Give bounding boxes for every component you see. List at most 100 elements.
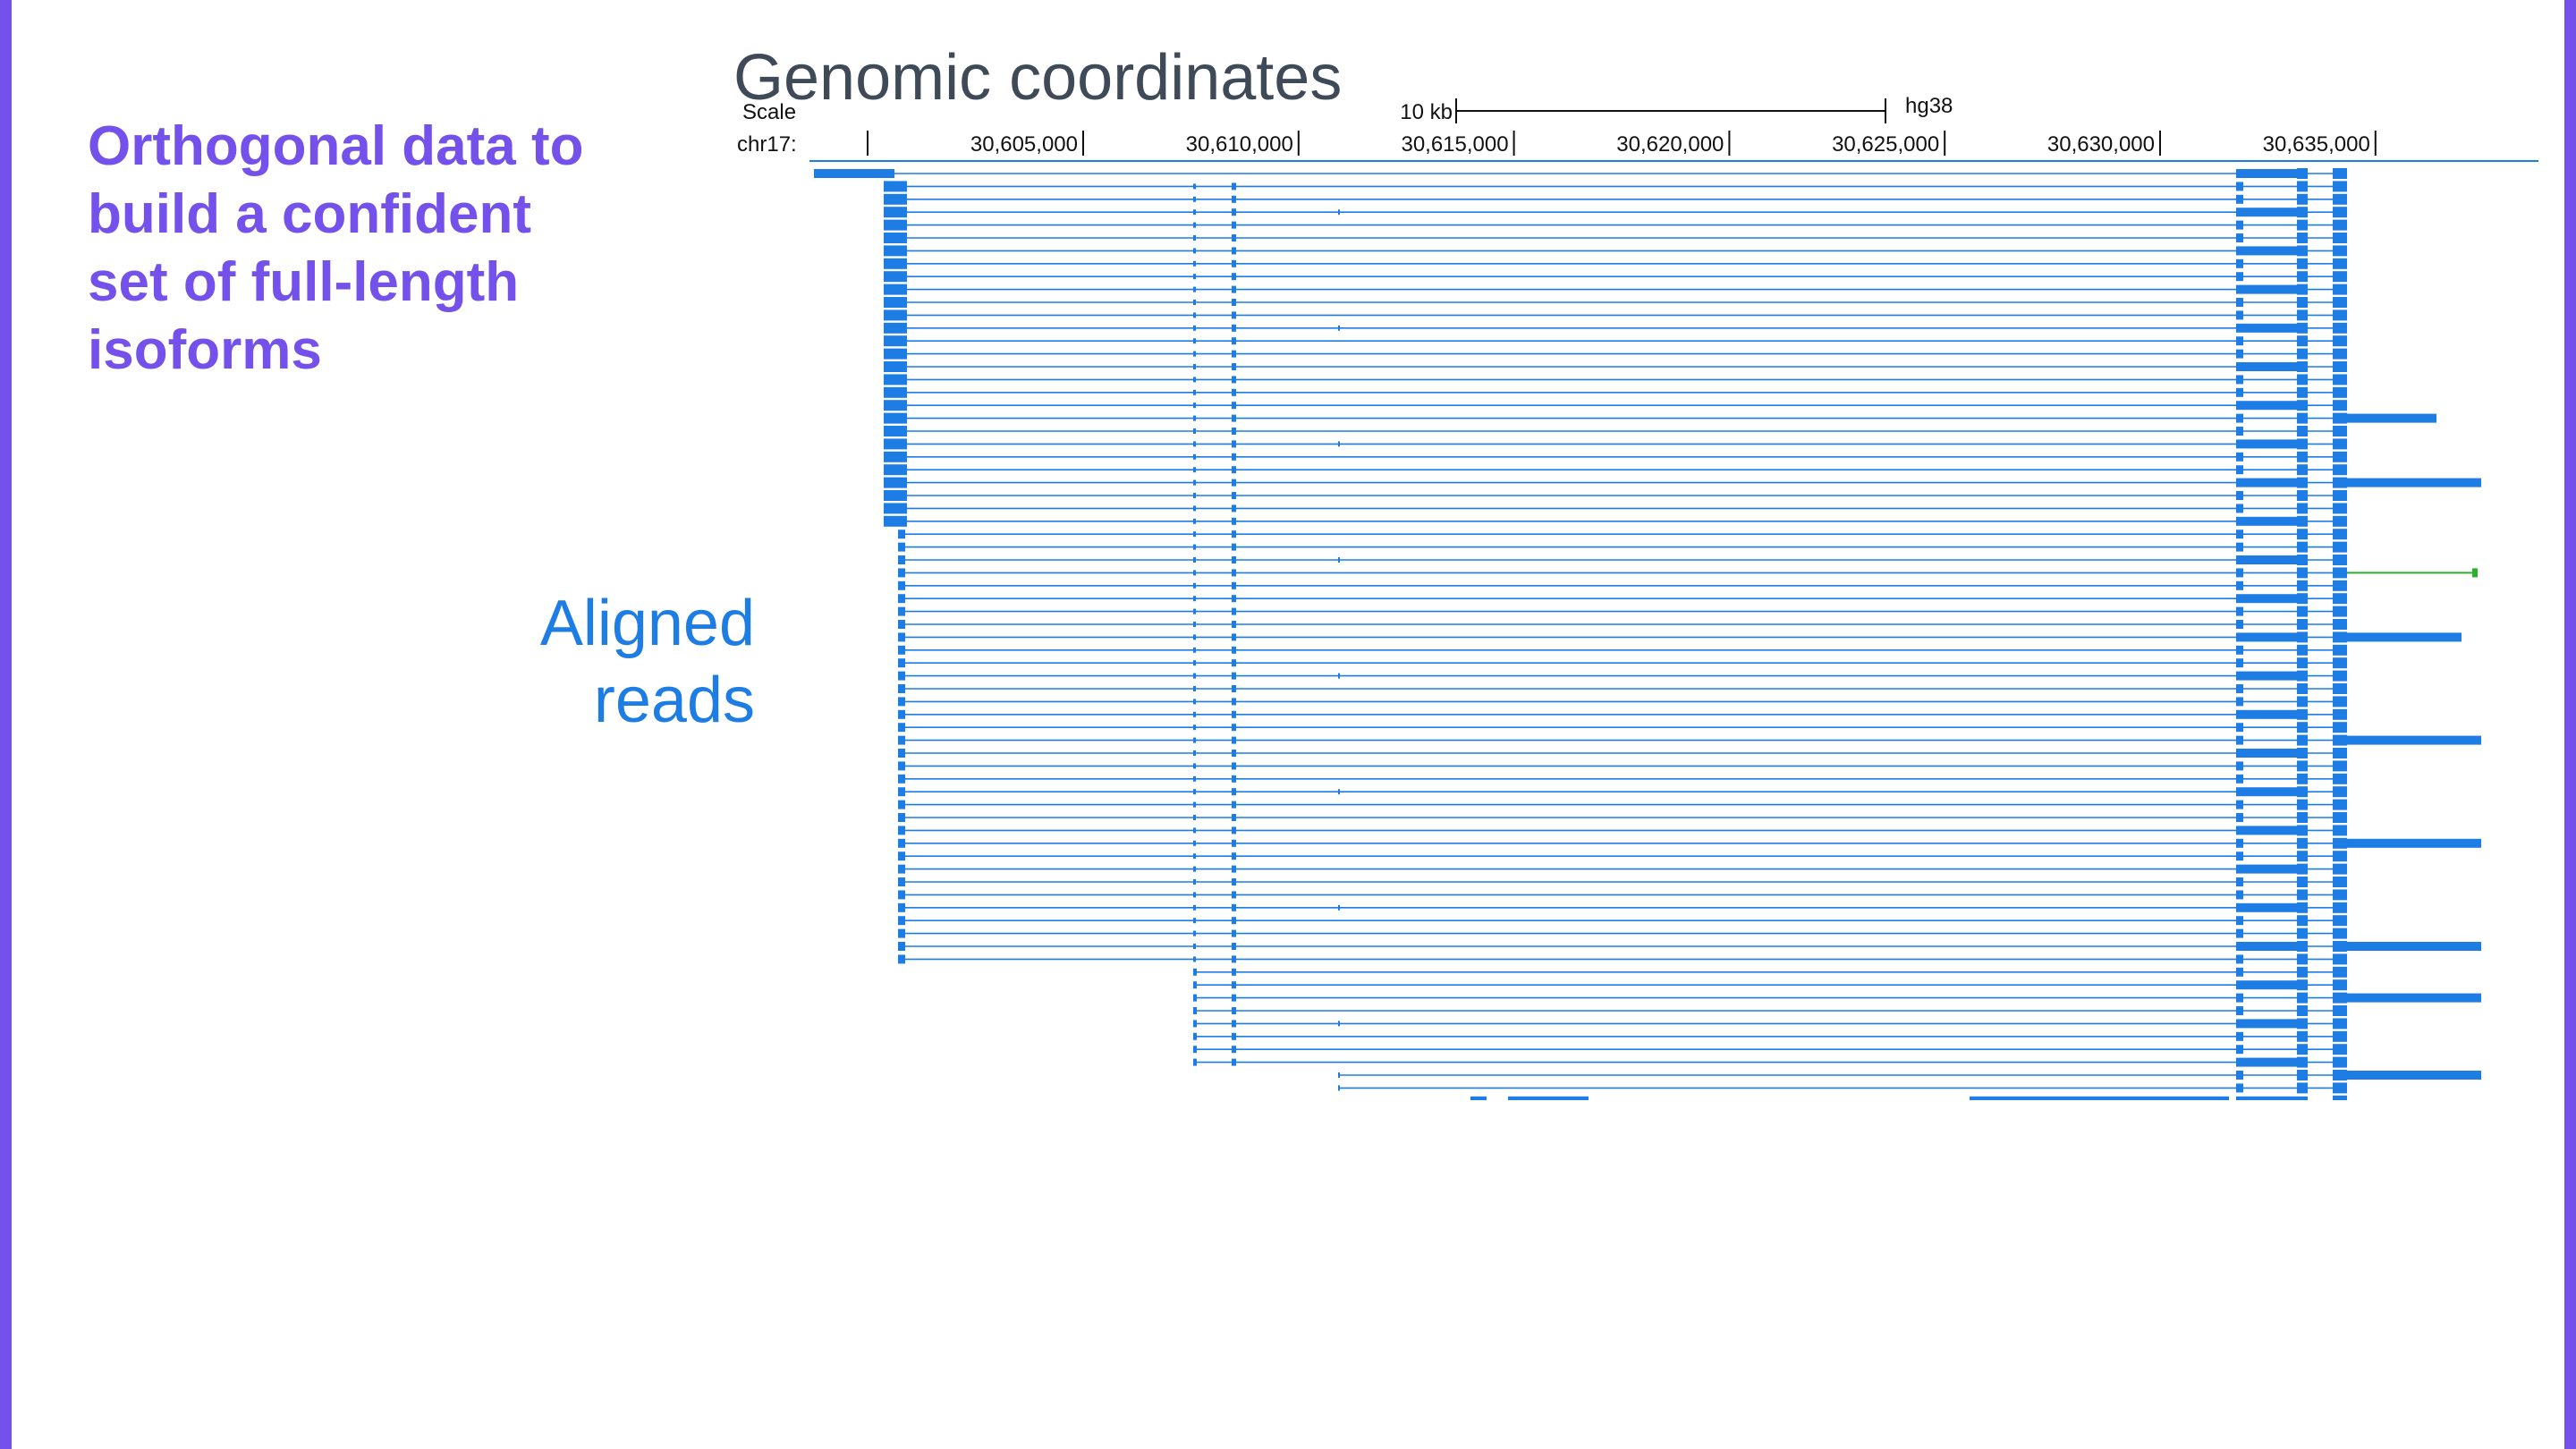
read-row[interactable] xyxy=(1470,1095,2347,1100)
read-row[interactable] xyxy=(1338,1070,2481,1080)
exon-block xyxy=(2333,219,2347,231)
read-row[interactable] xyxy=(884,386,2347,398)
exon-block xyxy=(2236,658,2243,668)
exon-block xyxy=(1232,182,1236,191)
read-row[interactable] xyxy=(898,541,2347,553)
read-row[interactable] xyxy=(898,902,2347,913)
exon-block xyxy=(1193,582,1196,589)
exon-block xyxy=(1470,1096,1487,1100)
exon-block xyxy=(2297,168,2308,179)
read-row[interactable] xyxy=(898,953,2347,965)
read-row[interactable] xyxy=(898,941,2481,952)
genome-browser-track[interactable]: Scale 10 kb hg38 chr17: 30,605,000 30,610… xyxy=(716,89,2558,1100)
exon-block xyxy=(2333,1095,2347,1100)
exon-block xyxy=(1193,815,1196,820)
read-row[interactable] xyxy=(1338,1082,2347,1094)
exon-block xyxy=(1193,531,1196,538)
read-row[interactable] xyxy=(898,734,2481,746)
read-row[interactable] xyxy=(898,593,2347,605)
read-row[interactable] xyxy=(1193,1018,2347,1030)
exon-block xyxy=(1193,1032,1197,1040)
read-row[interactable] xyxy=(898,877,2347,887)
read-row[interactable] xyxy=(898,529,2347,540)
exon-block xyxy=(2297,877,2308,887)
read-row[interactable] xyxy=(884,193,2347,205)
read-row[interactable] xyxy=(898,683,2347,694)
read-row[interactable] xyxy=(884,361,2347,372)
exon-block xyxy=(1193,467,1196,473)
read-row[interactable] xyxy=(898,722,2347,733)
exon-block xyxy=(2333,207,2347,218)
read-row[interactable] xyxy=(884,451,2347,462)
exon-block xyxy=(2236,928,2243,938)
read-row[interactable] xyxy=(884,219,2347,231)
read-row[interactable] xyxy=(884,503,2347,514)
exon-block xyxy=(2297,567,2308,579)
exon-block xyxy=(2297,966,2308,978)
read-row[interactable] xyxy=(898,773,2347,784)
exon-block xyxy=(1193,840,1196,846)
read-row[interactable] xyxy=(884,464,2347,476)
read-row[interactable] xyxy=(1193,966,2347,978)
read-row[interactable] xyxy=(898,631,2462,643)
read-row[interactable] xyxy=(898,606,2347,617)
read-row[interactable] xyxy=(898,915,2347,927)
read-row[interactable] xyxy=(1193,1056,2347,1068)
read-row[interactable] xyxy=(884,297,2347,308)
read-row[interactable] xyxy=(898,657,2347,669)
read-row[interactable] xyxy=(898,837,2481,849)
read-row[interactable] xyxy=(1193,992,2481,1004)
read-row[interactable] xyxy=(884,335,2347,347)
read-row[interactable] xyxy=(898,580,2347,591)
read-row[interactable] xyxy=(884,181,2347,192)
read-row[interactable] xyxy=(884,477,2481,488)
read-row[interactable] xyxy=(884,233,2347,243)
read-row[interactable] xyxy=(814,168,2347,179)
read-row[interactable] xyxy=(884,245,2347,257)
read-row[interactable] xyxy=(898,799,2347,810)
read-row[interactable] xyxy=(898,812,2347,823)
read-row[interactable] xyxy=(884,284,2347,295)
read-row[interactable] xyxy=(884,322,2347,334)
exon-block xyxy=(2333,193,2347,205)
read-row[interactable] xyxy=(884,426,2347,436)
read-row[interactable] xyxy=(884,271,2347,283)
read-row[interactable] xyxy=(1193,1030,2347,1042)
read-row[interactable] xyxy=(898,786,2347,798)
exon-block xyxy=(2333,386,2347,398)
exon-block xyxy=(2333,979,2347,991)
read-row[interactable] xyxy=(884,207,2347,218)
read-row[interactable] xyxy=(884,412,2436,424)
read-row[interactable] xyxy=(884,515,2347,527)
read-row[interactable] xyxy=(898,825,2347,836)
read-row[interactable] xyxy=(884,438,2347,450)
read-row[interactable] xyxy=(884,258,2347,269)
read-row[interactable] xyxy=(898,851,2347,862)
read-row[interactable] xyxy=(898,696,2347,708)
read-row[interactable] xyxy=(1193,979,2347,991)
read-row[interactable] xyxy=(898,760,2347,772)
read-row[interactable] xyxy=(898,670,2347,682)
exon-block xyxy=(1232,775,1236,783)
read-row[interactable] xyxy=(898,928,2347,939)
exon-block xyxy=(2236,645,2243,655)
read-row[interactable] xyxy=(898,708,2347,720)
read-row[interactable] xyxy=(884,374,2347,386)
aligned-reads[interactable] xyxy=(814,168,2481,1100)
read-row[interactable] xyxy=(1193,1044,2347,1055)
read-row[interactable] xyxy=(1193,1005,2347,1016)
read-row[interactable] xyxy=(884,348,2347,360)
read-row[interactable] xyxy=(898,889,2347,901)
read-row[interactable] xyxy=(898,748,2347,758)
exon-block xyxy=(1232,376,1236,384)
read-row[interactable] xyxy=(884,309,2347,321)
read-row[interactable] xyxy=(898,619,2347,630)
read-row[interactable] xyxy=(898,567,2478,579)
read-row[interactable] xyxy=(884,490,2347,501)
exon-block xyxy=(1193,866,1196,872)
read-row[interactable] xyxy=(884,400,2347,411)
exon-block xyxy=(2297,992,2308,1004)
read-row[interactable] xyxy=(898,863,2347,875)
read-row[interactable] xyxy=(898,555,2347,565)
read-row[interactable] xyxy=(898,644,2347,656)
